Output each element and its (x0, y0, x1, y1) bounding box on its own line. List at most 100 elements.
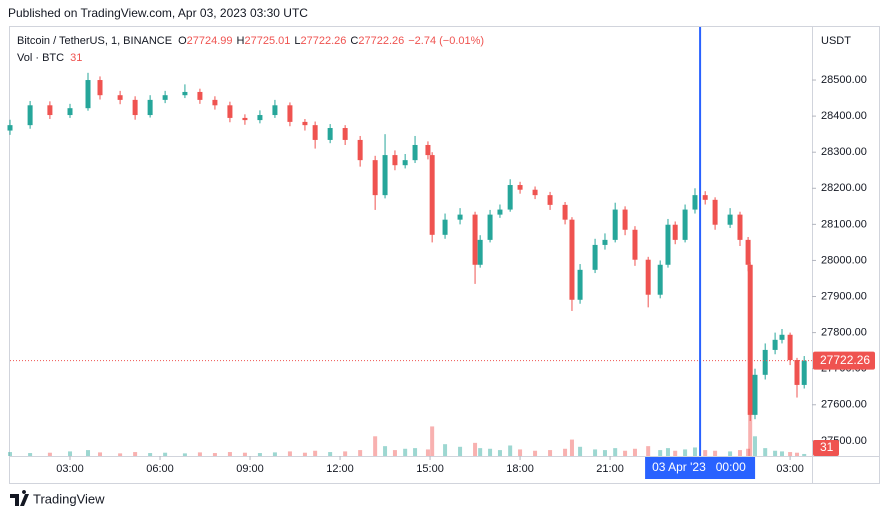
crosshair-time: 00:00 (716, 460, 746, 474)
candle-body (257, 115, 263, 121)
volume-bar (118, 453, 123, 456)
candle-body (85, 80, 91, 109)
candle-body (429, 155, 435, 235)
candle-body (382, 155, 388, 196)
volume-bar (737, 450, 742, 456)
volume-bar (703, 450, 708, 456)
volume-bar (8, 452, 12, 456)
candle-body (507, 185, 513, 210)
volume-bar (673, 450, 678, 456)
candle-body (532, 189, 538, 196)
y-tick-label: 28100.00 (821, 218, 867, 230)
candle-body (442, 219, 448, 235)
volume-bar (748, 410, 753, 456)
candle-body (132, 99, 138, 116)
candle-body (402, 160, 408, 166)
volume-bar (212, 453, 217, 456)
crosshair-label-box (645, 457, 756, 479)
volume-bar (779, 451, 784, 456)
candle-body (302, 121, 308, 126)
volume-legend-label: Vol · BTC (17, 52, 64, 64)
brand: TradingView (33, 491, 105, 506)
volume-bar (646, 446, 651, 456)
volume-bar (403, 448, 408, 456)
volume-bar (794, 452, 799, 456)
volume-bar (497, 450, 502, 456)
volume-bar (593, 449, 598, 456)
candle-body (794, 360, 800, 385)
candle-body (27, 105, 33, 126)
y-tick-label: 28400.00 (821, 110, 867, 122)
candle-body (632, 229, 638, 260)
candle-body (342, 128, 348, 140)
volume-bar (148, 453, 153, 456)
volume-bar (443, 444, 448, 456)
legend-key: H (237, 35, 245, 47)
volume-bar (98, 452, 103, 456)
legend-key: O (178, 35, 187, 47)
volume-bar (197, 452, 202, 456)
candle-body (727, 214, 733, 225)
candle-body (672, 224, 678, 240)
candle-body (457, 214, 463, 220)
y-tick-label: 28200.00 (821, 182, 867, 194)
candle-body (779, 334, 785, 340)
x-tick-label: 15:00 (416, 463, 444, 475)
volume-bar (533, 450, 538, 456)
volume-bar (518, 449, 523, 456)
candle-body (737, 214, 743, 240)
x-tick-label: 12:00 (326, 463, 354, 475)
y-tick-label: 28500.00 (821, 74, 867, 86)
volume-legend-value: 31 (70, 52, 82, 64)
candle-body (801, 360, 807, 385)
volume-bar (478, 448, 483, 456)
crosshair-date: 03 Apr '23 (652, 460, 706, 474)
volume-bar (683, 449, 688, 456)
candle-body (602, 239, 608, 245)
candle-body (327, 128, 333, 140)
volume-bar (458, 446, 463, 456)
volume-bar (358, 450, 363, 456)
y-tick-label: 27800.00 (821, 327, 867, 339)
volume-bar (28, 453, 33, 456)
candle-body (592, 244, 598, 270)
y-tick-label: 28000.00 (821, 254, 867, 266)
volume-bar (133, 452, 138, 456)
candle-body (562, 204, 568, 220)
candle-body (162, 95, 168, 100)
x-tick-label: 18:00 (506, 463, 534, 475)
volume-bar (728, 451, 733, 456)
volume-bar (383, 446, 388, 456)
legend-value: 27722.26 (301, 35, 347, 47)
candle-body (392, 155, 398, 166)
volume-bar (752, 436, 757, 456)
candle-body (487, 214, 493, 240)
candle-body (477, 239, 483, 265)
candle-body (692, 195, 698, 210)
candle-body (569, 219, 575, 300)
candle-body (645, 259, 651, 295)
candle-body (47, 105, 53, 116)
candle-body (287, 105, 293, 122)
volume-bar (473, 442, 478, 456)
candle-body (272, 105, 278, 116)
volume-bar (763, 448, 768, 456)
volume-bar (563, 448, 568, 456)
x-tick-label: 03:00 (776, 463, 804, 475)
candle-body (657, 264, 663, 295)
volume-bar (692, 447, 697, 456)
volume-bar (373, 436, 378, 456)
tradingview-logo: TradingView (10, 490, 105, 506)
candle-body (622, 209, 628, 230)
volume-bar (658, 450, 663, 456)
volume-bar (602, 450, 607, 456)
candle-body (517, 185, 523, 190)
candle-body (547, 195, 553, 205)
candle-body (7, 125, 13, 131)
last-price-label: 27722.26 (820, 353, 870, 367)
volume-value-box (813, 440, 839, 456)
logo-icon (10, 490, 29, 506)
legend-symbol: Bitcoin / TetherUS, 1, BINANCE (17, 35, 172, 47)
candle-body (412, 144, 418, 161)
